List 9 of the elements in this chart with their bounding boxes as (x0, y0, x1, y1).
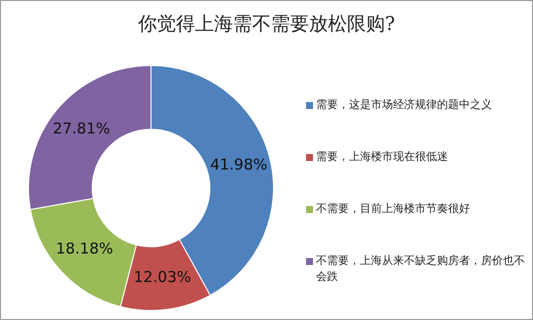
chart-title: 你觉得上海需不需要放松限购? (136, 12, 396, 37)
legend-label: 不需要，目前上海楼市节奏很好 (316, 201, 470, 217)
data-label: 41.98% (210, 155, 268, 174)
legend-label: 不需要，上海从来不缺乏购房者，房价也不会跌 (316, 253, 526, 285)
legend-label: 需要，上海楼市现在很低迷 (316, 149, 448, 165)
data-label: 12.03% (134, 268, 191, 286)
legend-label: 需要，这是市场经济规律的题中之义 (316, 97, 492, 113)
data-label: 18.18% (56, 240, 114, 258)
data-label: 27.81% (52, 120, 110, 138)
